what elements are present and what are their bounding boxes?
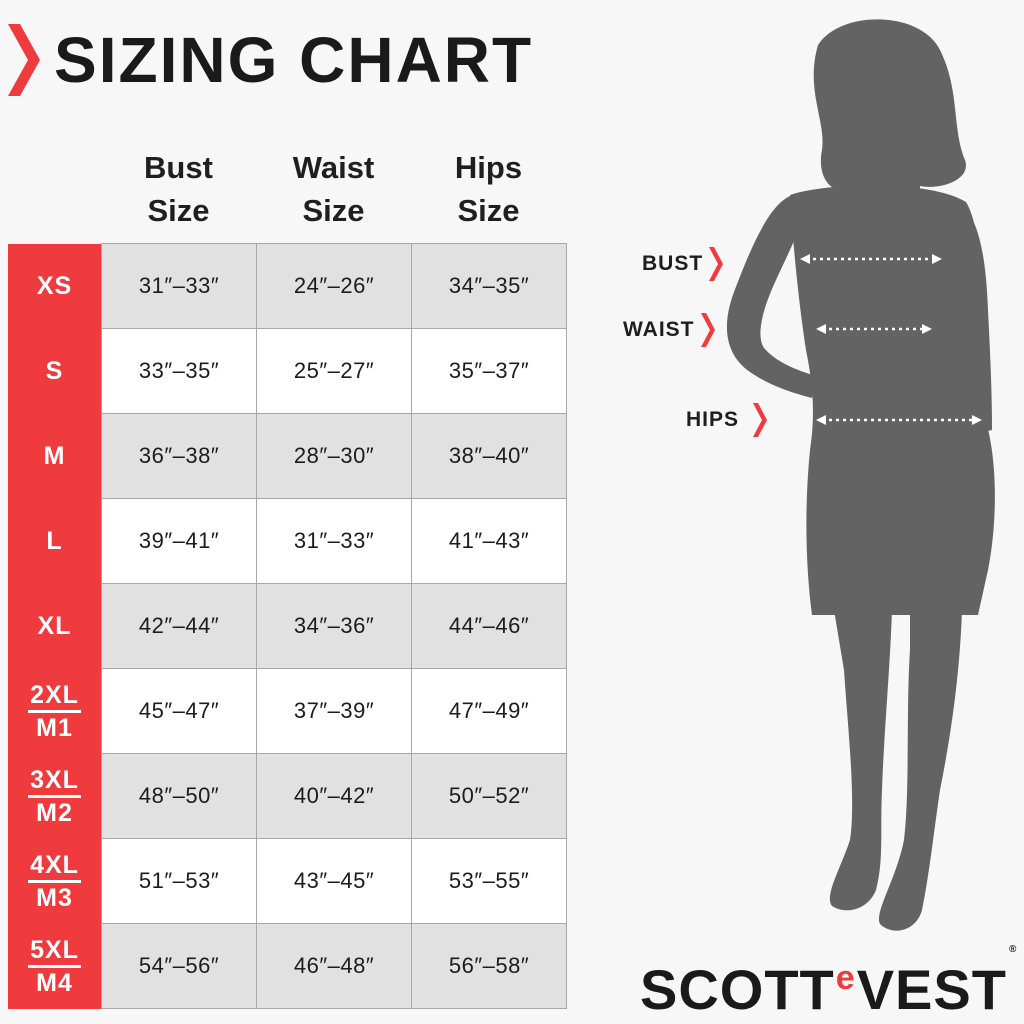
waist-value: 43″–45″ (256, 838, 412, 924)
brand-logo: SCOTT e VEST ® (640, 944, 1018, 1021)
hips-value: 41″–43″ (411, 498, 567, 584)
bust-measure-label: BUST (642, 247, 724, 281)
woman-silhouette-icon (726, 19, 995, 931)
hips-value: 47″–49″ (411, 668, 567, 754)
chevron-right-icon (700, 313, 715, 347)
hips-value: 38″–40″ (411, 413, 567, 499)
bust-value: 39″–41″ (101, 498, 257, 584)
table-row: L 39″–41″ 31″–33″ 41″–43″ (8, 498, 567, 584)
size-label: XS (8, 243, 102, 329)
table-row: S 33″–35″ 25″–27″ 35″–37″ (8, 328, 567, 414)
table-row: 2XL M1 45″–47″ 37″–39″ 47″–49″ (8, 668, 567, 754)
size-label-alt: M4 (36, 968, 73, 997)
hips-value: 35″–37″ (411, 328, 567, 414)
waist-value: 31″–33″ (256, 498, 412, 584)
hips-value: 56″–58″ (411, 923, 567, 1009)
chevron-right-icon (709, 247, 724, 281)
table-row: 4XL M3 51″–53″ 43″–45″ 53″–55″ (8, 838, 567, 924)
bust-value: 42″–44″ (101, 583, 257, 669)
waist-measure-label: WAIST (623, 313, 715, 347)
table-row: XL 42″–44″ 34″–36″ 44″–46″ (8, 583, 567, 669)
size-label-primary: 4XL (28, 850, 81, 883)
waist-value: 25″–27″ (256, 328, 412, 414)
size-label: 5XL M4 (8, 923, 102, 1009)
bust-value: 48″–50″ (101, 753, 257, 839)
size-label: S (8, 328, 102, 414)
table-row: 3XL M2 48″–50″ 40″–42″ 50″–52″ (8, 753, 567, 839)
size-label: 3XL M2 (8, 753, 102, 839)
bust-value: 54″–56″ (101, 923, 257, 1009)
hips-value: 34″–35″ (411, 243, 567, 329)
waist-value: 46″–48″ (256, 923, 412, 1009)
hips-value: 44″–46″ (411, 583, 567, 669)
page-header: SIZING CHART (8, 20, 533, 100)
page-title: SIZING CHART (54, 24, 534, 96)
size-label: M (8, 413, 102, 499)
waist-value: 40″–42″ (256, 753, 412, 839)
bust-value: 31″–33″ (101, 243, 257, 329)
hips-value: 53″–55″ (411, 838, 567, 924)
size-label-alt: M2 (36, 798, 73, 827)
sizing-table: XS 31″–33″ 24″–26″ 34″–35″ S 33″–35″ 25″… (8, 243, 567, 1009)
size-label-alt: M1 (36, 713, 73, 742)
size-label-alt: M3 (36, 883, 73, 912)
chevron-right-icon (8, 24, 40, 96)
chevron-right-icon (753, 403, 768, 437)
bust-value: 45″–47″ (101, 668, 257, 754)
waist-value: 37″–39″ (256, 668, 412, 754)
size-label-primary: 3XL (28, 765, 81, 798)
bust-value: 33″–35″ (101, 328, 257, 414)
column-header-waist: Waist Size (292, 150, 375, 228)
table-row: XS 31″–33″ 24″–26″ 34″–35″ (8, 243, 567, 329)
size-label-primary: 2XL (28, 680, 81, 713)
waist-value: 34″–36″ (256, 583, 412, 669)
table-row: 5XL M4 54″–56″ 46″–48″ 56″–58″ (8, 923, 567, 1009)
size-label: 4XL M3 (8, 838, 102, 924)
size-label-primary: 5XL (28, 935, 81, 968)
size-label: XL (8, 583, 102, 669)
waist-value: 28″–30″ (256, 413, 412, 499)
hips-measure-label: HIPS (686, 403, 768, 437)
waist-value: 24″–26″ (256, 243, 412, 329)
size-label: 2XL M1 (8, 668, 102, 754)
bust-value: 36″–38″ (101, 413, 257, 499)
column-header-bust: Bust Size (144, 150, 213, 228)
column-header-hips: Hips Size (454, 150, 523, 228)
table-row: M 36″–38″ 28″–30″ 38″–40″ (8, 413, 567, 499)
bust-value: 51″–53″ (101, 838, 257, 924)
hips-value: 50″–52″ (411, 753, 567, 839)
size-label: L (8, 498, 102, 584)
